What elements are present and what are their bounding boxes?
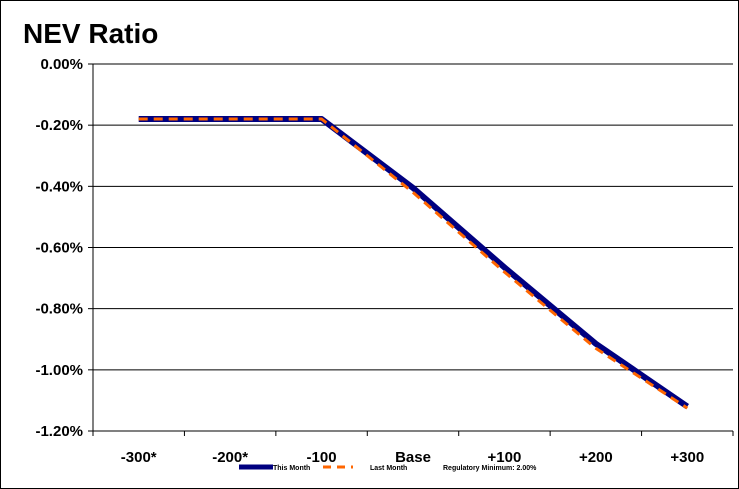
series-line-last-month — [138, 117, 689, 410]
y-tick-label: -0.20% — [35, 117, 83, 134]
x-tick-label: -300* — [121, 449, 157, 466]
y-tick-labels: 0.00% -0.20% -0.40% -0.60% -0.80% -1.00% -1.20… — [35, 56, 83, 440]
legend: This Month Last Month Regulatory Minimum: … — [239, 464, 537, 472]
legend-label-this-month: This Month — [273, 465, 310, 472]
y-tick-label: -0.60% — [35, 240, 83, 257]
x-tick-label: Base — [395, 449, 431, 466]
x-tick-label: -100 — [307, 449, 337, 466]
y-tick-label: -1.20% — [35, 423, 83, 440]
x-tick-label: +300 — [670, 449, 704, 466]
x-tick-label: +200 — [579, 449, 613, 466]
y-tick-label: -1.00% — [35, 362, 83, 379]
series-lines — [138, 116, 689, 410]
series-line-this-month — [138, 116, 689, 409]
x-tick-labels: -300* -200* -100 Base +100 +200 +300 — [121, 449, 704, 466]
y-tick-label: -0.80% — [35, 301, 83, 318]
y-tick-label: -0.40% — [35, 178, 83, 195]
chart-title: NEV Ratio — [23, 18, 158, 49]
x-tick-label: +100 — [488, 449, 522, 466]
legend-regulatory-minimum: Regulatory Minimum: 2.00% — [443, 465, 537, 472]
legend-label-last-month: Last Month — [370, 465, 407, 472]
x-tick-label: -200* — [212, 449, 248, 466]
y-tick-label: 0.00% — [40, 56, 83, 73]
axes — [88, 63, 734, 436]
